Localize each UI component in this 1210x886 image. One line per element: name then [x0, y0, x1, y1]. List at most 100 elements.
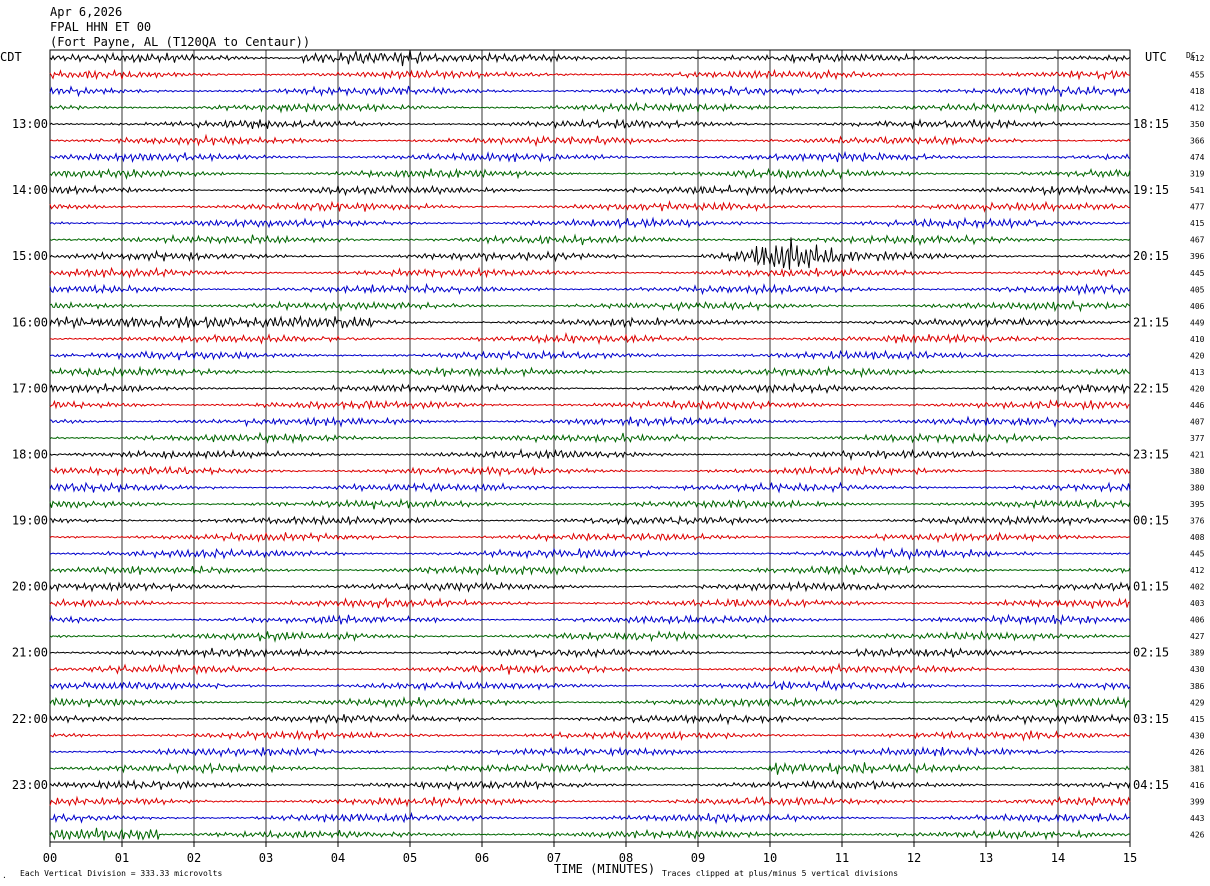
cdt-time-label: 18:00 [12, 447, 48, 461]
dc-offset-label: 415 [1190, 715, 1205, 724]
x-tick-label: 04 [331, 851, 345, 865]
dc-offset-label: 445 [1190, 269, 1205, 278]
utc-time-label: 03:15 [1133, 712, 1169, 726]
dc-offset-label: 412 [1190, 566, 1205, 575]
dc-offset-label: 474 [1190, 153, 1205, 162]
dc-offset-label: 541 [1190, 186, 1205, 195]
cdt-time-label: 20:00 [12, 580, 48, 594]
seismic-trace [49, 382, 1131, 395]
utc-time-label: 01:15 [1133, 580, 1169, 594]
x-tick-label: 14 [1051, 851, 1065, 865]
dc-offset-label: 418 [1190, 87, 1205, 96]
seismic-trace [49, 282, 1131, 296]
seismic-trace [49, 331, 1131, 345]
dc-offset-label: 389 [1190, 649, 1205, 658]
seismic-trace [49, 365, 1131, 379]
dc-offset-label: 429 [1190, 698, 1205, 707]
seismic-trace [49, 314, 1131, 330]
right-time-labels: 18:15 19:15 20:15 21:15 22:15 23:15 00:15 01:15… [1133, 117, 1169, 792]
dc-offset-label: 421 [1190, 450, 1205, 459]
seismic-trace [49, 349, 1131, 361]
trace-group [49, 50, 1131, 841]
seismic-trace [49, 531, 1131, 544]
dc-offset-label: 412 [1190, 104, 1205, 113]
utc-time-label: 23:15 [1133, 447, 1169, 461]
x-tick-label: 15 [1123, 851, 1137, 865]
dc-offset-label: 403 [1190, 599, 1205, 608]
header-location: (Fort Payne, AL (T120QA to Centaur)) [50, 35, 310, 49]
seismic-trace [49, 133, 1131, 148]
utc-time-label: 22:15 [1133, 381, 1169, 395]
x-tick-label: 07 [547, 851, 561, 865]
cdt-time-label: 21:00 [12, 646, 48, 660]
seismic-trace [49, 778, 1131, 792]
seismic-trace [49, 216, 1130, 230]
header-station: FPAL HHN ET 00 [50, 20, 151, 34]
seismic-trace [49, 580, 1131, 593]
seismic-trace [50, 150, 1131, 163]
dc-offset-label: 350 [1190, 120, 1205, 129]
x-tick-label: 08 [619, 851, 633, 865]
x-tick-label: 03 [259, 851, 273, 865]
seismic-trace [49, 465, 1131, 478]
seismic-trace [49, 299, 1131, 313]
seismic-trace [49, 613, 1131, 626]
dc-offset-label: 381 [1190, 764, 1205, 773]
x-tick-label: 01 [115, 851, 129, 865]
dc-offset-label: 399 [1190, 797, 1205, 806]
dc-offset-label: 395 [1190, 500, 1205, 509]
dc-offset-label: 430 [1190, 665, 1205, 674]
dc-offset-label: 420 [1190, 384, 1205, 393]
dc-offset-label: 380 [1190, 484, 1205, 493]
dc-offset-label: 380 [1190, 467, 1205, 476]
seismic-trace [49, 431, 1131, 445]
dc-offset-label: 416 [1190, 781, 1205, 790]
seismic-trace [49, 233, 1131, 247]
cdt-time-label: 23:00 [12, 778, 48, 792]
corner-mark: . [2, 871, 7, 880]
seismic-trace [49, 713, 1131, 726]
x-tick-label: 00 [43, 851, 57, 865]
dc-offset-label: 402 [1190, 583, 1205, 592]
dc-offset-label: 405 [1190, 285, 1205, 294]
dc-offset-label: 467 [1190, 236, 1205, 245]
utc-time-label: 21:15 [1133, 315, 1169, 329]
x-tick-label: 06 [475, 851, 489, 865]
utc-time-label: 02:15 [1133, 646, 1169, 660]
dc-offset-label: 377 [1190, 434, 1205, 443]
seismic-trace [49, 630, 1131, 643]
cdt-time-label: 22:00 [12, 712, 48, 726]
cdt-time-label: 16:00 [12, 315, 48, 329]
seismic-trace [49, 646, 1131, 659]
seismic-trace [49, 546, 1131, 561]
seismic-trace [49, 68, 1131, 81]
seismic-trace [49, 827, 1131, 841]
dc-offset-label: 426 [1190, 748, 1205, 757]
dc-offset-label: 445 [1190, 550, 1205, 559]
dc-offset-label: 366 [1190, 137, 1205, 146]
seismic-trace [49, 761, 1131, 775]
x-tick-label: 11 [835, 851, 849, 865]
dc-offset-label: 426 [1190, 830, 1205, 839]
seismic-trace [49, 415, 1131, 428]
dc-offset-label: 413 [1190, 368, 1205, 377]
dc-offset-label: 412 [1190, 54, 1205, 63]
seismic-trace [49, 745, 1131, 759]
seismic-trace [49, 811, 1131, 825]
dc-offset-label: 396 [1190, 252, 1205, 261]
seismic-trace [49, 237, 1131, 270]
clip-note: Traces clipped at plus/minus 5 vertical … [662, 869, 898, 878]
seismic-trace [49, 514, 1131, 527]
dc-offset-label: 443 [1190, 814, 1205, 823]
dc-label: DC [1186, 51, 1196, 60]
seismic-trace [49, 50, 1131, 67]
dc-offset-label: 430 [1190, 731, 1205, 740]
scale-note: Each Vertical Division = 333.33 microvol… [20, 869, 222, 878]
cdt-time-label: 14:00 [12, 183, 48, 197]
dc-offset-label: 406 [1190, 616, 1205, 625]
x-tick-label: 05 [403, 851, 417, 865]
utc-time-label: 00:15 [1133, 514, 1169, 528]
left-time-labels: 13:00 14:00 15:00 16:00 17:00 18:00 19:00 20:00… [12, 117, 48, 792]
x-tick-label: 02 [187, 851, 201, 865]
dc-offset-label: 415 [1190, 219, 1205, 228]
